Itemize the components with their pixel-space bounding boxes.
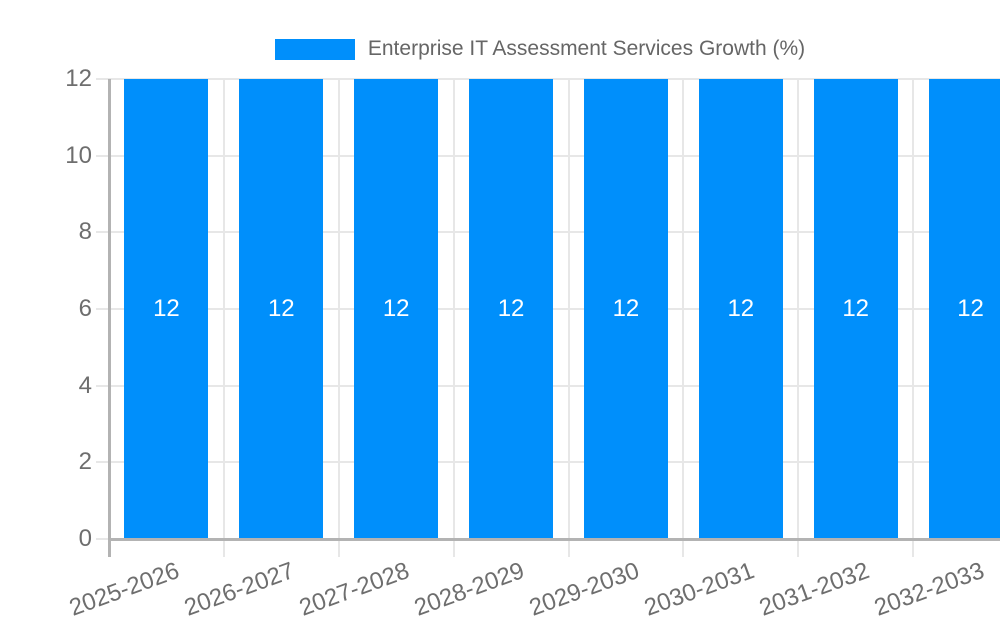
- bar[interactable]: 12: [469, 79, 554, 539]
- gridline-vertical: [682, 79, 685, 557]
- gridline-vertical: [912, 79, 915, 557]
- y-tick-label: 0: [78, 525, 92, 552]
- bar-value-label: 12: [842, 295, 870, 322]
- gridline-vertical: [452, 79, 455, 557]
- y-tick-label: 12: [65, 65, 92, 92]
- bar-value-label: 12: [612, 295, 640, 322]
- bar-chart: Enterprise IT Assessment Services Growth…: [40, 16, 1000, 616]
- bar-value-label: 12: [957, 295, 984, 322]
- y-tick-label: 2: [78, 448, 92, 476]
- y-tick-label: 4: [78, 371, 92, 399]
- plot-area: 12 12 12 12 12 12 12 12: [96, 78, 1000, 557]
- gridline-vertical: [567, 79, 570, 557]
- y-axis-line: [108, 79, 111, 557]
- gridline-vertical: [337, 79, 340, 557]
- legend-item[interactable]: Enterprise IT Assessment Services Growth…: [274, 37, 806, 60]
- y-tick-label: 8: [78, 218, 92, 246]
- bar[interactable]: 12: [928, 79, 1000, 539]
- bar[interactable]: 12: [583, 79, 668, 539]
- y-tick-label: 10: [65, 141, 92, 169]
- bar[interactable]: 12: [813, 79, 898, 539]
- y-tick-label: 6: [78, 295, 92, 322]
- bar-value-label: 12: [267, 295, 295, 322]
- bar-value-label: 12: [153, 295, 180, 322]
- legend-label: Enterprise IT Assessment Services Growth…: [367, 37, 806, 60]
- gridline-vertical: [222, 79, 225, 557]
- bar-value-label: 12: [497, 295, 525, 322]
- bar[interactable]: 12: [239, 79, 324, 539]
- gridline-vertical: [797, 79, 800, 557]
- bar-value-label: 12: [382, 295, 410, 322]
- bar-value-label: 12: [727, 295, 755, 322]
- x-axis-line: [109, 538, 1000, 541]
- bar[interactable]: 12: [698, 79, 783, 539]
- legend-swatch: [274, 38, 355, 60]
- bar[interactable]: 12: [354, 79, 439, 539]
- bar[interactable]: 12: [124, 79, 209, 539]
- chart-legend: Enterprise IT Assessment Services Growth…: [40, 38, 1000, 60]
